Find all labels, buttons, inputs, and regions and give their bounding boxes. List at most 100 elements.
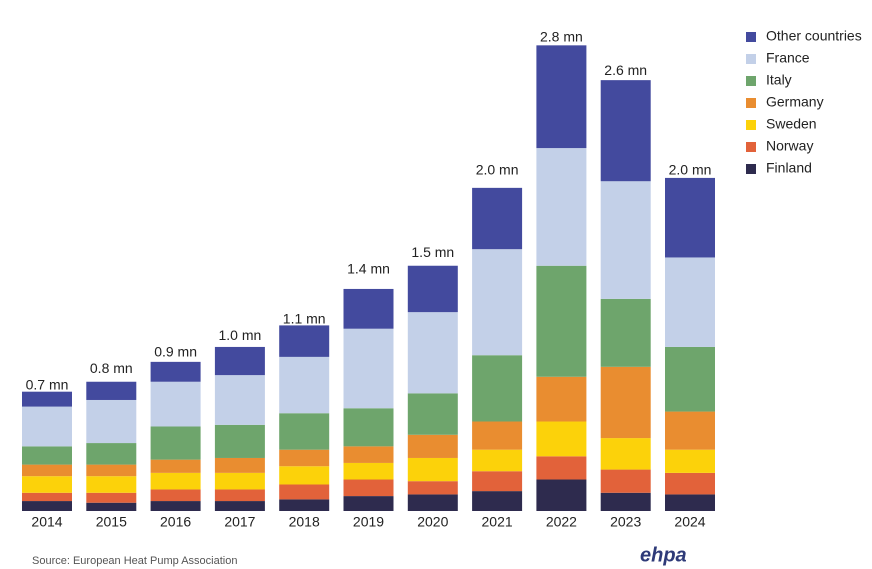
bar-segment <box>600 469 651 493</box>
bar-segment <box>536 421 587 457</box>
bar-segment <box>536 376 587 422</box>
bar-segment <box>150 361 201 382</box>
bar-segment <box>86 381 137 400</box>
bar-segment <box>472 421 523 450</box>
legend-label: Finland <box>766 160 812 176</box>
bar-segment <box>22 476 72 493</box>
bar-segment <box>536 479 587 511</box>
bar-segment <box>665 494 715 511</box>
bar-segment <box>22 446 72 465</box>
bar-segment <box>600 181 651 299</box>
bar-segment <box>22 492 72 502</box>
legend-swatch <box>746 76 756 86</box>
bar-segment <box>279 325 330 357</box>
x-tick-label: 2024 <box>674 514 705 530</box>
bar-segment <box>279 356 330 414</box>
bar-segment <box>22 501 72 511</box>
legend-label: Sweden <box>766 116 817 132</box>
legend-swatch <box>746 54 756 64</box>
bar-segment <box>600 366 651 439</box>
bar-segment <box>407 457 458 482</box>
total-label: 1.0 mn <box>218 327 261 343</box>
bar-segment <box>86 399 137 444</box>
bar-segment <box>150 501 201 511</box>
x-tick-label: 2020 <box>417 514 448 530</box>
x-tick-label: 2019 <box>353 514 384 530</box>
bar-segment <box>86 492 137 503</box>
legend-label: Germany <box>766 94 824 110</box>
x-tick-label: 2022 <box>546 514 577 530</box>
x-tick-label: 2015 <box>96 514 127 530</box>
bar-segment <box>536 45 587 149</box>
bar-segment <box>214 346 265 376</box>
bar-segment <box>665 472 715 495</box>
legend-swatch <box>746 142 756 152</box>
total-label: 2.8 mn <box>540 29 583 45</box>
bar-segment <box>150 459 201 473</box>
bar-segment <box>214 424 265 458</box>
total-label: 0.8 mn <box>90 360 133 376</box>
legend-label: Other countries <box>766 28 862 44</box>
bar-segment <box>536 456 587 480</box>
bar-segment <box>665 411 715 450</box>
bar-segment <box>472 491 523 511</box>
total-label: 1.5 mn <box>411 244 454 260</box>
total-label: 1.4 mn <box>347 261 390 277</box>
legend-swatch <box>746 164 756 174</box>
x-tick-label: 2018 <box>289 514 320 530</box>
bar-segment <box>279 484 330 500</box>
bar-segment <box>22 406 72 447</box>
legend-label: Italy <box>766 72 792 88</box>
bar-segment <box>665 449 715 473</box>
bar-segment <box>472 355 523 422</box>
bar-segment <box>214 501 265 511</box>
bar-segment <box>536 148 587 266</box>
bar-segment <box>407 434 458 458</box>
bar-segment <box>214 457 265 473</box>
bar-segment <box>150 426 201 460</box>
bar-segment <box>279 499 330 511</box>
bar-segment <box>407 481 458 495</box>
total-label: 1.1 mn <box>283 310 326 326</box>
bar-segment <box>150 381 201 427</box>
bar-segment <box>536 265 587 377</box>
bar-segment <box>343 446 394 463</box>
bar-segment <box>665 177 715 258</box>
bar-segment <box>214 472 265 490</box>
bar-segment <box>407 265 458 313</box>
total-label: 0.9 mn <box>154 344 197 360</box>
legend-swatch <box>746 98 756 108</box>
legend-label: France <box>766 50 810 66</box>
bar-segment <box>150 472 201 490</box>
bar-segment <box>86 464 137 477</box>
total-label: 2.0 mn <box>476 161 519 177</box>
bar-segment <box>22 391 72 407</box>
bar-segment <box>407 393 458 435</box>
bar-segment <box>343 408 394 447</box>
bar-segment <box>279 449 330 467</box>
bar-segment <box>472 471 523 492</box>
bar-segment <box>407 494 458 511</box>
bar-segment <box>86 443 137 465</box>
bar-segment <box>214 489 265 502</box>
total-label: 2.6 mn <box>604 62 647 78</box>
bar-segment <box>343 462 394 480</box>
bar-segment <box>343 328 394 409</box>
x-tick-label: 2023 <box>610 514 641 530</box>
total-label: 2.0 mn <box>669 161 712 177</box>
legend-swatch <box>746 32 756 42</box>
bar-segment <box>86 502 137 511</box>
x-tick-label: 2014 <box>31 514 62 530</box>
total-label: 0.7 mn <box>26 377 69 393</box>
bar-segment <box>472 449 523 472</box>
bar-segment <box>343 288 394 329</box>
bar-segment <box>214 375 265 425</box>
bar-segment <box>665 346 715 412</box>
bar-segment <box>279 466 330 485</box>
legend-swatch <box>746 120 756 130</box>
logo: ehpa <box>640 544 687 566</box>
bar-segment <box>343 496 394 511</box>
bar-segment <box>472 249 523 356</box>
bar-segment <box>86 476 137 493</box>
